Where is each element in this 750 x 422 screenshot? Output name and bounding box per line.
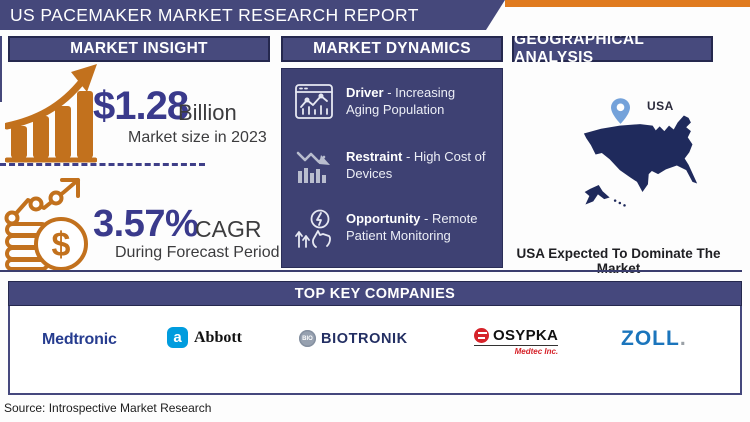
market-size-caption: Market size in 2023 bbox=[128, 129, 267, 146]
top-companies-box bbox=[8, 306, 742, 395]
cagr-label: CAGR bbox=[195, 216, 262, 242]
growth-arrows-hand-icon bbox=[295, 209, 331, 248]
medtronic-logo: Medtronic bbox=[42, 331, 117, 348]
osypka-symbol-icon bbox=[474, 328, 489, 343]
zoll-dot: . bbox=[679, 327, 687, 350]
zoll-logo: ZOLL. bbox=[621, 327, 687, 351]
svg-text:$: $ bbox=[52, 226, 71, 264]
top-orange-strip bbox=[505, 0, 750, 7]
dynamics-item-opportunity: Opportunity - Remote Patient Monitoring bbox=[294, 207, 486, 249]
geographical-analysis-header: GEOGRAPHICAL ANALYSIS bbox=[512, 31, 713, 66]
geographical-analysis-title: GEOGRAPHICAL ANALYSIS bbox=[514, 31, 644, 66]
report-title: US PACEMAKER MARKET RESEARCH REPORT bbox=[10, 4, 419, 25]
source-attribution: Source: Introspective Market Research bbox=[4, 401, 212, 415]
dynamics-item-driver: Driver - Increasing Aging Population bbox=[294, 81, 486, 123]
coins-dollar-growth-icon: $ bbox=[4, 178, 88, 271]
left-edge-accent-line bbox=[0, 36, 2, 102]
abbott-wordmark: Abbott bbox=[194, 328, 243, 346]
abbott-logo: a Abbott bbox=[167, 327, 242, 348]
dynamics-item-text: Opportunity - Remote Patient Monitoring bbox=[346, 211, 478, 243]
bar-chart-growth-icon bbox=[5, 64, 97, 163]
osypka-subtitle: Medtec Inc. bbox=[514, 347, 559, 356]
declining-bars-icon bbox=[296, 151, 330, 183]
biotronik-globe-icon: BIO bbox=[299, 330, 316, 347]
cagr-value: 3.57% bbox=[93, 203, 199, 245]
top-companies-title: TOP KEY COMPANIES bbox=[294, 285, 456, 302]
osypka-logo: OSYPKA Medtec Inc. bbox=[474, 327, 559, 356]
zoll-wordmark: ZOLL bbox=[621, 327, 680, 350]
dynamics-item-text: Driver - Increasing Aging Population bbox=[346, 85, 456, 117]
market-insight-title: MARKET INSIGHT bbox=[70, 40, 208, 57]
dynamics-item-restraint: Restraint - High Cost of Devices bbox=[294, 145, 486, 187]
location-pin-icon bbox=[611, 98, 630, 124]
market-dynamics-panel: Driver - Increasing Aging Population Res… bbox=[281, 68, 503, 268]
market-dynamics-title: MARKET DYNAMICS bbox=[313, 40, 471, 57]
dashboard-chart-icon bbox=[295, 84, 333, 119]
section-divider-line bbox=[0, 270, 742, 272]
biotronik-wordmark: BIOTRONIK bbox=[321, 330, 408, 347]
market-size-unit: Billion bbox=[178, 100, 237, 125]
biotronik-logo: BIO BIOTRONIK bbox=[299, 330, 408, 347]
osypka-wordmark: OSYPKA bbox=[493, 327, 559, 344]
cagr-caption: During Forecast Period bbox=[115, 244, 280, 261]
dynamics-item-text: Restraint - High Cost of Devices bbox=[346, 149, 486, 181]
usa-map-label: USA bbox=[647, 99, 674, 113]
market-insight-header: MARKET INSIGHT bbox=[8, 36, 270, 62]
abbott-symbol-icon: a bbox=[167, 327, 188, 348]
dashed-separator bbox=[0, 163, 205, 166]
usa-map bbox=[583, 115, 698, 207]
top-companies-header: TOP KEY COMPANIES bbox=[8, 281, 742, 306]
geo-caption: USA Expected To Dominate The Market bbox=[516, 246, 721, 276]
market-dynamics-header: MARKET DYNAMICS bbox=[281, 36, 503, 62]
top-banner: US PACEMAKER MARKET RESEARCH REPORT bbox=[0, 0, 505, 30]
osypka-underline bbox=[474, 345, 559, 346]
market-size-value: $1.28 bbox=[93, 84, 189, 128]
